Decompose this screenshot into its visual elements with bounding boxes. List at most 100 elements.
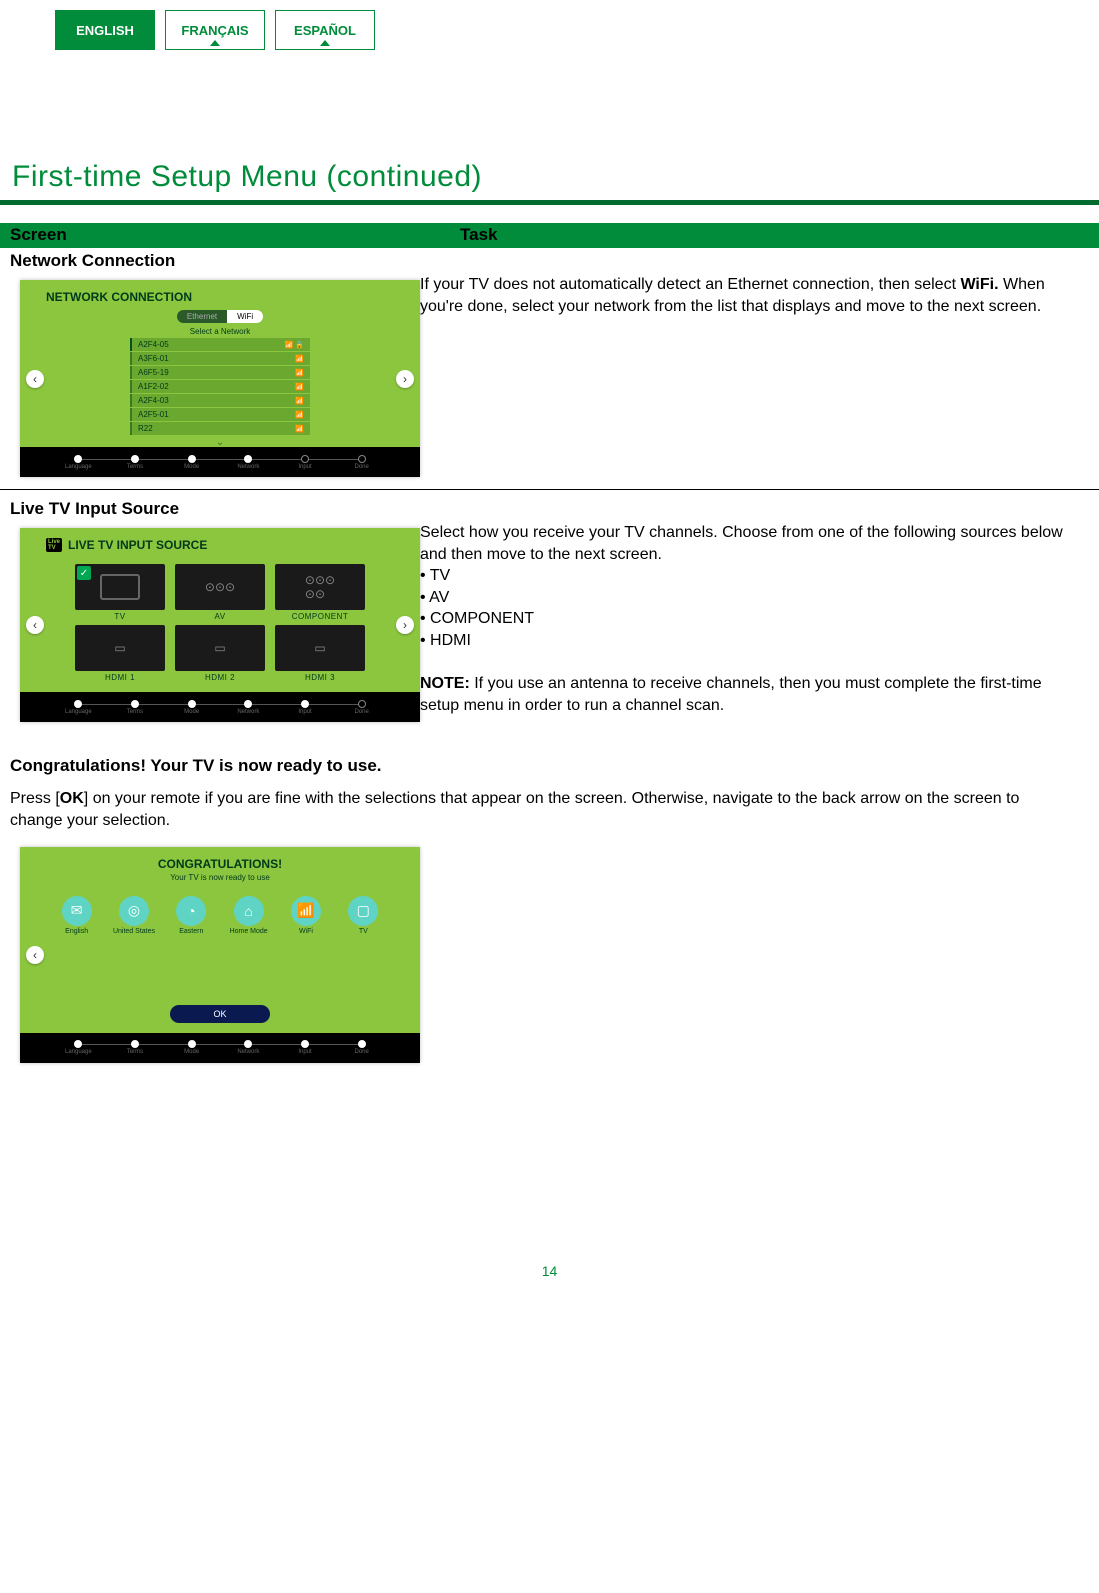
tile-label: HDMI 1 [105,673,135,682]
mini-title: CONGRATULATIONS! [20,847,420,875]
summary-icon: 📶 [291,896,321,926]
step-indicator: Done [333,1040,390,1055]
input-tile-component[interactable]: ⊙⊙⊙⊙⊙COMPONENT [275,564,365,621]
input-tile-av[interactable]: ⊙⊙⊙AV [175,564,265,621]
input-tile-hdmi3[interactable]: ▭HDMI 3 [275,625,365,682]
language-tabs: ENGLISH FRANÇAIS ESPAÑOL [0,0,1099,50]
page-title: First-time Setup Menu (continued) [12,160,1099,194]
tab-espanol[interactable]: ESPAÑOL [275,10,375,50]
nav-next-icon[interactable]: › [396,616,414,634]
summary-label: TV [359,928,368,935]
step-indicator: Done [333,455,390,470]
toggle-ethernet[interactable]: Ethernet [177,310,227,323]
step-indicator: Network [220,700,277,715]
bullet: • TV [420,565,1069,587]
step-indicator: Input [277,1040,334,1055]
heading-rule [0,200,1099,205]
summary-icon: ◎ [119,896,149,926]
tab-label: FRANÇAIS [181,23,248,38]
screenshot-input: LiveTV LIVE TV INPUT SOURCE ‹ › TV ⊙⊙⊙AV… [20,528,420,722]
live-tv-icon: LiveTV [46,538,62,552]
network-item[interactable]: A6F5-19 📶 [130,366,310,379]
network-label: A6F5-19 [138,368,169,377]
select-network-label: Select a Network [20,327,420,336]
wifi-icon: 📶 [295,425,304,433]
network-list: A2F4-05📶 🔒 A3F6-01📶 A6F5-19 📶 A1F2-02 📶 A2… [130,338,310,435]
bullet: • AV [420,587,1069,609]
step-indicator: Terms [107,700,164,715]
network-item[interactable]: A3F6-01📶 [130,352,310,365]
bullet: • HDMI [420,630,1069,652]
step-indicator: Terms [107,1040,164,1055]
screenshot-congrats: CONGRATULATIONS! Your TV is now ready to… [20,847,420,1063]
step-indicator: Input [277,700,334,715]
input-tile-hdmi1[interactable]: ▭HDMI 1 [75,625,165,682]
step-indicator: Network [220,1040,277,1055]
col-screen: Screen [10,225,460,245]
network-label: R22 [138,424,153,433]
step-indicator: Mode [163,1040,220,1055]
tab-english[interactable]: ENGLISH [55,10,155,50]
summary-label: English [65,928,88,935]
nav-prev-icon[interactable]: ‹ [26,616,44,634]
summary-icon: ✉ [62,896,92,926]
wifi-icon: 📶 [295,383,304,391]
network-item[interactable]: A1F2-02 📶 [130,380,310,393]
step-indicator: Mode [163,700,220,715]
page-number: 14 [0,1263,1099,1309]
bullet-list: • TV• AV• COMPONENT• HDMI [420,565,1069,651]
divider [0,489,1099,490]
wifi-icon: 📶 [295,397,304,405]
nav-prev-icon[interactable]: ‹ [26,370,44,388]
step-indicator: Input [277,455,334,470]
step-indicator: Terms [107,455,164,470]
connection-toggle[interactable]: Ethernet WiFi [20,310,420,323]
tile-label: HDMI 3 [305,673,335,682]
wifi-icon: 📶 [295,369,304,377]
nav-prev-icon[interactable]: ‹ [26,946,44,964]
network-label: A1F2-02 [138,382,169,391]
wizard-steps: LanguageTermsModeNetworkInputDone [20,447,420,477]
input-grid: TV ⊙⊙⊙AV ⊙⊙⊙⊙⊙COMPONENT ▭HDMI 1 ▭HDMI 2 … [20,556,420,692]
step-indicator: Network [220,455,277,470]
network-item[interactable]: A2F5-01 📶 [130,408,310,421]
summary-row: ✉ English ◎ United States ◔ Eastern ⌂Home Mode… [20,892,420,935]
summary-item: ◔ Eastern [163,896,219,935]
toggle-wifi[interactable]: WiFi [227,310,263,323]
chevron-up-icon [320,40,330,46]
input-tile-tv[interactable]: TV [75,564,165,621]
nav-next-icon[interactable]: › [396,370,414,388]
step-indicator: Done [333,700,390,715]
ok-button[interactable]: OK [170,1005,270,1023]
summary-item: ⌂Home Mode [221,896,277,935]
col-task: Task [460,225,1099,245]
summary-label: Eastern [179,928,203,935]
summary-item: ▢ TV [335,896,391,935]
network-item[interactable]: R22 📶 [130,422,310,435]
summary-icon: ◔ [176,896,206,926]
tab-francais[interactable]: FRANÇAIS [165,10,265,50]
summary-label: Home Mode [230,928,268,935]
summary-label: United States [113,928,155,935]
row-input: LiveTV LIVE TV INPUT SOURCE ‹ › TV ⊙⊙⊙AV… [0,522,1099,728]
input-tile-hdmi2[interactable]: ▭HDMI 2 [175,625,265,682]
network-label: A2F5-01 [138,410,169,419]
summary-item: ✉ English [49,896,105,935]
table-header: Screen Task [0,223,1099,248]
step-indicator: Mode [163,455,220,470]
network-item[interactable]: A2F4-03 📶 [130,394,310,407]
mini-subtitle: Your TV is now ready to use [20,873,420,882]
tile-label: TV [114,612,125,621]
network-label: A2F4-03 [138,396,169,405]
summary-icon: ▢ [348,896,378,926]
section-input-heading: Live TV Input Source [0,496,1099,522]
wifi-icon: 📶 [295,355,304,363]
chevron-up-icon [210,40,220,46]
summary-item: 📶 WiFi [278,896,334,935]
summary-label: WiFi [299,928,313,935]
chevron-down-icon[interactable]: ⌄ [20,439,420,447]
congrats-body: Press [OK] on your remote if you are fin… [10,788,1069,833]
wifi-icon: 📶 [295,411,304,419]
wifi-lock-icon: 📶 🔒 [285,341,304,349]
network-item[interactable]: A2F4-05📶 🔒 [130,338,310,351]
